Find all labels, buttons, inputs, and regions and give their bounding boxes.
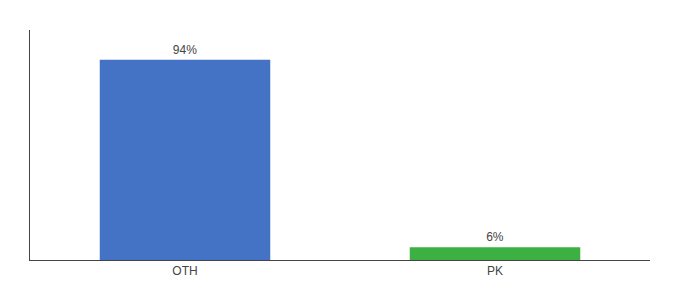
svg-text:PK: PK xyxy=(487,264,503,278)
svg-text:OTH: OTH xyxy=(172,264,197,278)
svg-text:94%: 94% xyxy=(173,43,197,57)
svg-text:6%: 6% xyxy=(486,230,504,244)
